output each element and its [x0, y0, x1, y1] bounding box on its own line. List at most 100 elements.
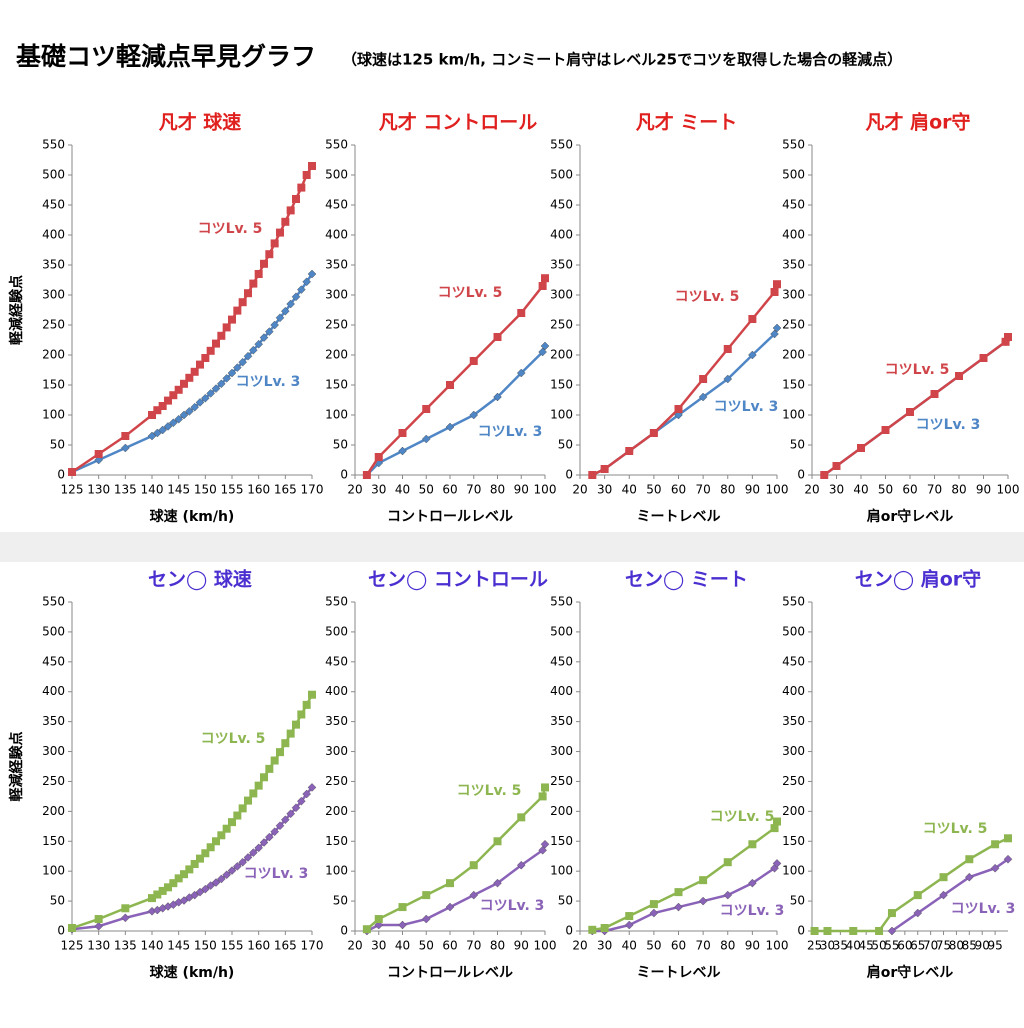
marker: [153, 406, 162, 415]
marker: [244, 289, 252, 298]
x-tick-label: 140: [141, 939, 164, 953]
marker: [374, 920, 384, 930]
series-label: コツLv. 5: [198, 221, 263, 237]
y-tick-label: 50: [333, 894, 348, 908]
y-tick-label: 550: [42, 138, 65, 152]
marker: [200, 884, 210, 894]
x-tick-label: 125: [61, 483, 84, 497]
x-tick-label: 70: [466, 483, 481, 497]
marker: [201, 354, 210, 362]
x-tick-label: 40: [622, 483, 637, 497]
series-label: コツLv. 3: [480, 898, 545, 914]
y-tick-label: 200: [42, 804, 65, 818]
x-tick-label: 100: [534, 483, 557, 497]
y-tick-label: 400: [42, 228, 65, 242]
y-tick-label: 400: [42, 684, 65, 698]
marker: [68, 468, 76, 476]
x-tick-label: 100: [766, 939, 789, 953]
marker: [649, 900, 658, 909]
marker: [216, 379, 226, 389]
x-tick-label: 40: [622, 939, 637, 953]
marker: [201, 849, 210, 858]
marker: [823, 927, 832, 935]
y-tick-label: 100: [42, 864, 65, 878]
marker: [296, 796, 306, 806]
x-tick-label: 80: [720, 483, 735, 497]
marker: [68, 924, 76, 933]
marker: [906, 408, 914, 416]
x-tick-label: 135: [114, 483, 137, 497]
y-tick-label: 300: [550, 288, 573, 302]
y-tick-label: 50: [333, 438, 348, 452]
marker: [254, 843, 264, 853]
series-line: [366, 843, 547, 933]
marker: [232, 862, 242, 871]
y-tick-label: 50: [558, 894, 573, 908]
marker: [723, 890, 733, 900]
marker: [723, 858, 732, 867]
marker: [307, 783, 317, 792]
x-tick-label: 100: [766, 483, 789, 497]
marker: [698, 896, 708, 906]
y-tick-label: 200: [782, 804, 805, 818]
x-tick-label: 170: [301, 483, 324, 497]
marker: [222, 824, 231, 833]
y-tick-label: 350: [42, 258, 65, 272]
series-label: コツLv. 3: [478, 424, 543, 440]
marker: [979, 354, 988, 362]
x-tick-label: 145: [167, 939, 190, 953]
y-tick-label: 100: [550, 408, 573, 422]
marker: [276, 228, 284, 237]
series-label: コツLv. 5: [457, 783, 522, 799]
marker: [286, 809, 296, 819]
y-tick-label: 550: [782, 595, 805, 609]
marker: [184, 407, 194, 416]
marker: [121, 904, 130, 913]
marker: [748, 315, 757, 323]
y-tick-label: 100: [782, 408, 805, 422]
marker: [469, 357, 478, 365]
marker: [196, 854, 204, 863]
marker: [148, 894, 156, 903]
y-tick-label: 200: [782, 348, 805, 362]
marker: [297, 183, 306, 192]
y-tick-label: 300: [550, 744, 573, 758]
x-tick-label: 150: [194, 939, 217, 953]
x-tick-label: 90: [514, 939, 529, 953]
marker: [254, 781, 263, 790]
y-tick-label: 400: [550, 684, 573, 698]
marker: [1004, 834, 1012, 843]
x-tick-label: 50: [419, 939, 434, 953]
marker: [275, 821, 285, 831]
marker: [244, 796, 252, 805]
marker: [120, 443, 130, 453]
marker: [469, 410, 479, 420]
x-tick-label: 40: [395, 483, 410, 497]
x-tick-label: 90: [514, 483, 529, 497]
series-label: コツLv. 3: [244, 866, 309, 882]
x-tick-label: 170: [301, 939, 324, 953]
x-tick-label: 30: [829, 483, 844, 497]
x-axis-label: コントロールレベル: [387, 965, 513, 981]
series-line: [71, 694, 314, 930]
marker: [493, 392, 502, 402]
marker: [206, 346, 215, 355]
series-label: コツLv. 3: [951, 901, 1016, 917]
y-tick-label: 400: [325, 684, 348, 698]
marker: [307, 269, 317, 279]
marker: [238, 804, 247, 813]
y-tick-label: 250: [42, 318, 65, 332]
marker: [196, 360, 204, 369]
y-tick-label: 350: [550, 258, 573, 272]
x-tick-label: 20: [572, 483, 587, 497]
marker: [421, 914, 431, 924]
marker: [625, 447, 634, 455]
x-tick-label: 70: [927, 483, 942, 497]
y-tick-label: 500: [325, 624, 348, 638]
marker: [398, 903, 407, 912]
marker: [174, 414, 184, 424]
marker: [600, 924, 609, 933]
y-tick-label: 550: [550, 138, 573, 152]
marker: [206, 843, 215, 852]
marker: [540, 839, 550, 849]
